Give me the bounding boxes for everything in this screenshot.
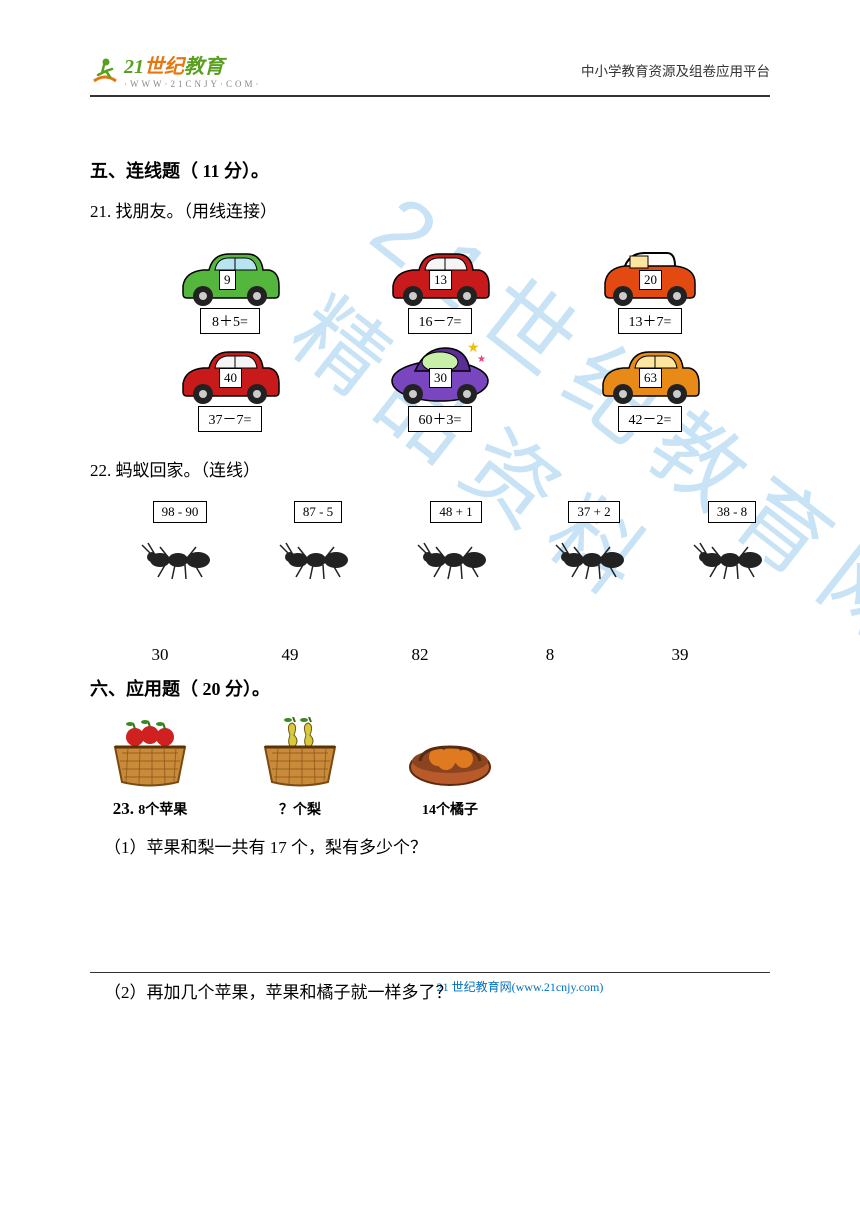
basket-icon: [100, 717, 200, 797]
car-cell: 63 42－2=: [590, 336, 710, 432]
q22-num: 22.: [90, 461, 111, 480]
ant-expression: 87 - 5: [294, 501, 342, 523]
q21-text: 找朋友。（用线连接）: [111, 202, 277, 221]
section6-title: 六、应用题（ 20 分）。: [90, 675, 770, 701]
car-expression: 37－7=: [198, 406, 263, 432]
car-cell: 20 13＋7=: [590, 238, 710, 334]
car-number: 20: [639, 270, 662, 290]
car-expression: 8＋5=: [200, 308, 260, 334]
car-number: 40: [219, 368, 242, 388]
q23-num: 23.: [113, 799, 139, 818]
answer-value: 30: [130, 645, 190, 665]
fruit-cell: ？个梨: [250, 717, 350, 819]
ant-expression: 37 + 2: [568, 501, 619, 523]
page-header: 21世纪教育 ·WWW·21CNJY·COM· 中小学教育资源及组卷应用平台: [90, 50, 770, 97]
car-cell: ★ ★ 30 60＋3=: [380, 336, 500, 432]
ant-expression: 48 + 1: [430, 501, 481, 523]
logo: 21世纪教育 ·WWW·21CNJY·COM·: [90, 50, 261, 89]
ant-cell: 38 - 8: [682, 501, 782, 585]
car-number: 13: [429, 270, 452, 290]
q23-sub2: （2）再加几个苹果，苹果和橘子就一样多了？: [104, 978, 770, 1003]
cars-grid: 9 8＋5= 13 16－7= 20 13＋7=: [170, 238, 770, 432]
car-number: 63: [639, 368, 662, 388]
answer-value: 49: [260, 645, 320, 665]
ant-cell: 48 + 1: [406, 501, 506, 585]
car-expression: 42－2=: [618, 406, 683, 432]
q23-sub1: （1）苹果和梨一共有 17 个，梨有多少个？: [104, 833, 770, 858]
ant-icon: [682, 525, 782, 585]
car-cell: 40 37－7=: [170, 336, 290, 432]
answer-value: 39: [650, 645, 710, 665]
fruit-label: 14个橘子: [422, 799, 478, 819]
car-expression: 13＋7=: [618, 308, 683, 334]
logo-prefix: 21: [124, 56, 144, 78]
car-icon: 20: [595, 238, 705, 308]
car-cell: 13 16－7=: [380, 238, 500, 334]
q22-text: 蚂蚁回家。（连线）: [111, 461, 260, 480]
svg-text:★: ★: [477, 354, 486, 365]
car-icon: 63: [595, 336, 705, 406]
car-icon: 13: [385, 238, 495, 308]
section5-title: 五、连线题（ 11 分）。: [90, 157, 770, 183]
fruits-row: 23. 8个苹果 ？个梨 14个橘子: [100, 717, 770, 819]
car-icon: 40: [175, 336, 285, 406]
fruit-label: 23. 8个苹果: [113, 799, 188, 819]
ant-icon: [130, 525, 230, 585]
logo-url: ·WWW·21CNJY·COM·: [124, 79, 261, 89]
ant-icon: [544, 525, 644, 585]
ants-row: 98 - 90 87 - 5 48 + 1: [130, 501, 770, 585]
logo-runner-icon: [90, 55, 120, 85]
ant-icon: [406, 525, 506, 585]
car-expression: 16－7=: [408, 308, 473, 334]
ant-icon: [268, 525, 368, 585]
car-expression: 60＋3=: [408, 406, 473, 432]
ant-expression: 38 - 8: [708, 501, 756, 523]
car-icon: 9: [175, 238, 285, 308]
fruit-label: ？个梨: [279, 799, 321, 819]
logo-cn: 世纪: [144, 56, 184, 78]
ant-expression: 98 - 90: [153, 501, 208, 523]
car-number: 30: [429, 368, 452, 388]
answers-row: 30 49 82 8 39: [130, 645, 770, 665]
logo-suffix: 教育: [184, 56, 224, 78]
ant-cell: 98 - 90: [130, 501, 230, 585]
car-icon: ★ ★ 30: [385, 336, 495, 406]
answer-value: 8: [520, 645, 580, 665]
car-cell: 9 8＋5=: [170, 238, 290, 334]
header-tagline: 中小学教育资源及组卷应用平台: [581, 60, 770, 80]
basket-icon: [250, 717, 350, 797]
basket-icon: [400, 717, 500, 797]
fruit-cell: 23. 8个苹果: [100, 717, 200, 819]
ant-cell: 37 + 2: [544, 501, 644, 585]
fruit-cell: 14个橘子: [400, 717, 500, 819]
ant-cell: 87 - 5: [268, 501, 368, 585]
answer-value: 82: [390, 645, 450, 665]
car-number: 9: [219, 270, 236, 290]
q21-num: 21.: [90, 202, 111, 221]
